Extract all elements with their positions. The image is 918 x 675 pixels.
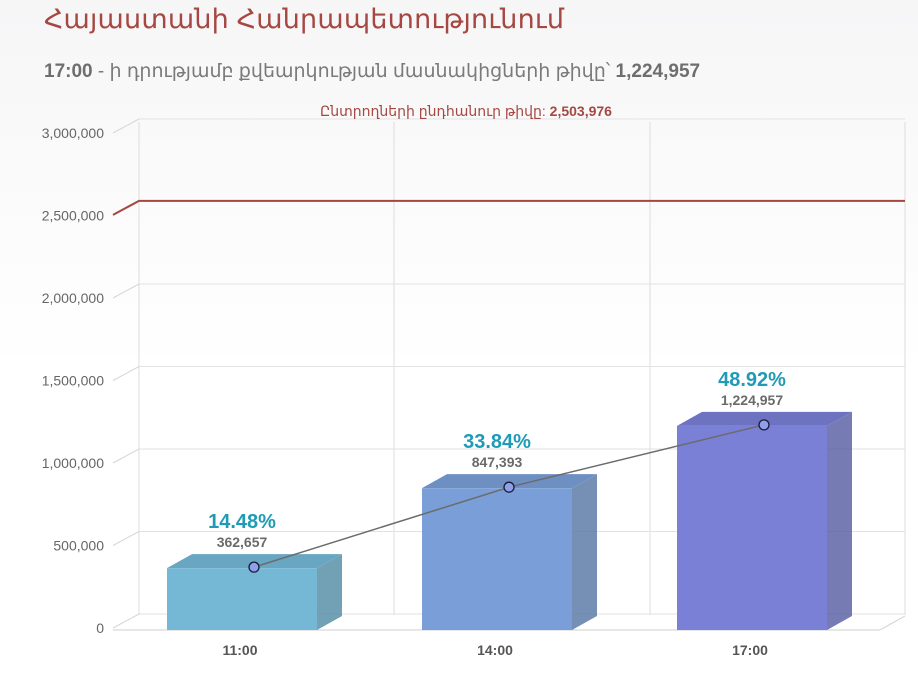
bar	[422, 488, 572, 630]
subtitle-text: - ի դրությամբ քվեարկության մասնակիցների …	[92, 61, 616, 82]
bar-top-face	[167, 554, 342, 569]
trend-point	[758, 419, 770, 431]
bar-top-face	[677, 411, 852, 426]
x-tick-label: 14:00	[477, 642, 513, 658]
floor-right-edge	[879, 615, 906, 631]
percent-label: 33.84%	[463, 431, 531, 453]
subtitle-time: 17:00	[44, 61, 93, 82]
bar	[677, 425, 827, 630]
trend-point	[503, 481, 515, 493]
percent-label: 48.92%	[718, 369, 786, 391]
y-tick-label: 1,000,000	[42, 455, 104, 471]
bar-labels: 14.48%362,657 33.84%847,393 48.92%1,224,95…	[208, 369, 786, 550]
grid-line-floor	[112, 366, 140, 381]
value-label: 1,224,957	[721, 392, 783, 408]
total-voters-label-value: 2,503,976	[550, 103, 612, 119]
percent-label: 14.48%	[208, 511, 276, 533]
grid-line-floor	[112, 531, 140, 546]
total-voters-line: Ընտրողների ընդհանուր թիվը: 2,503,976	[112, 103, 905, 216]
bar-side-face	[572, 474, 597, 630]
bar-side-face	[827, 411, 852, 630]
grid-line-floor	[112, 118, 140, 134]
total-voters-label: Ընտրողների ընդհանուր թիվը: 2,503,976	[320, 103, 612, 119]
bar	[167, 568, 317, 630]
subtitle-count: 1,224,957	[615, 61, 701, 82]
bar-top-face	[422, 474, 597, 489]
grid-line-floor	[112, 613, 140, 629]
grid-line-floor	[112, 448, 140, 464]
y-axis-tick-labels: 0 500,000 1,000,000 1,500,000 2,000,000 2,500…	[42, 125, 105, 636]
value-label: 847,393	[472, 454, 523, 470]
trend-point	[248, 561, 260, 573]
page-subtitle: 17:00 - ի դրությամբ քվեարկության մասնակի…	[44, 60, 700, 83]
y-tick-label: 2,500,000	[42, 208, 104, 224]
y-tick-label: 500,000	[53, 538, 104, 554]
bar-side-face	[317, 554, 342, 630]
reference-line	[112, 199, 905, 216]
y-tick-label: 1,500,000	[42, 373, 104, 389]
value-label: 362,657	[217, 534, 268, 550]
x-axis-tick-labels: 11:00 14:00 17:00	[222, 642, 768, 658]
total-voters-label-text: Ընտրողների ընդհանուր թիվը:	[320, 103, 550, 119]
chart-bars	[167, 411, 852, 630]
page-title: Հայաստանի Հանրապետությունում	[44, 4, 565, 34]
x-tick-label: 11:00	[222, 642, 257, 658]
y-tick-label: 2,000,000	[42, 290, 104, 306]
y-tick-label: 0	[96, 620, 104, 636]
grid-line-floor	[112, 283, 140, 299]
x-tick-label: 17:00	[732, 642, 768, 658]
trend-line	[248, 419, 770, 573]
y-tick-label: 3,000,000	[42, 125, 104, 141]
